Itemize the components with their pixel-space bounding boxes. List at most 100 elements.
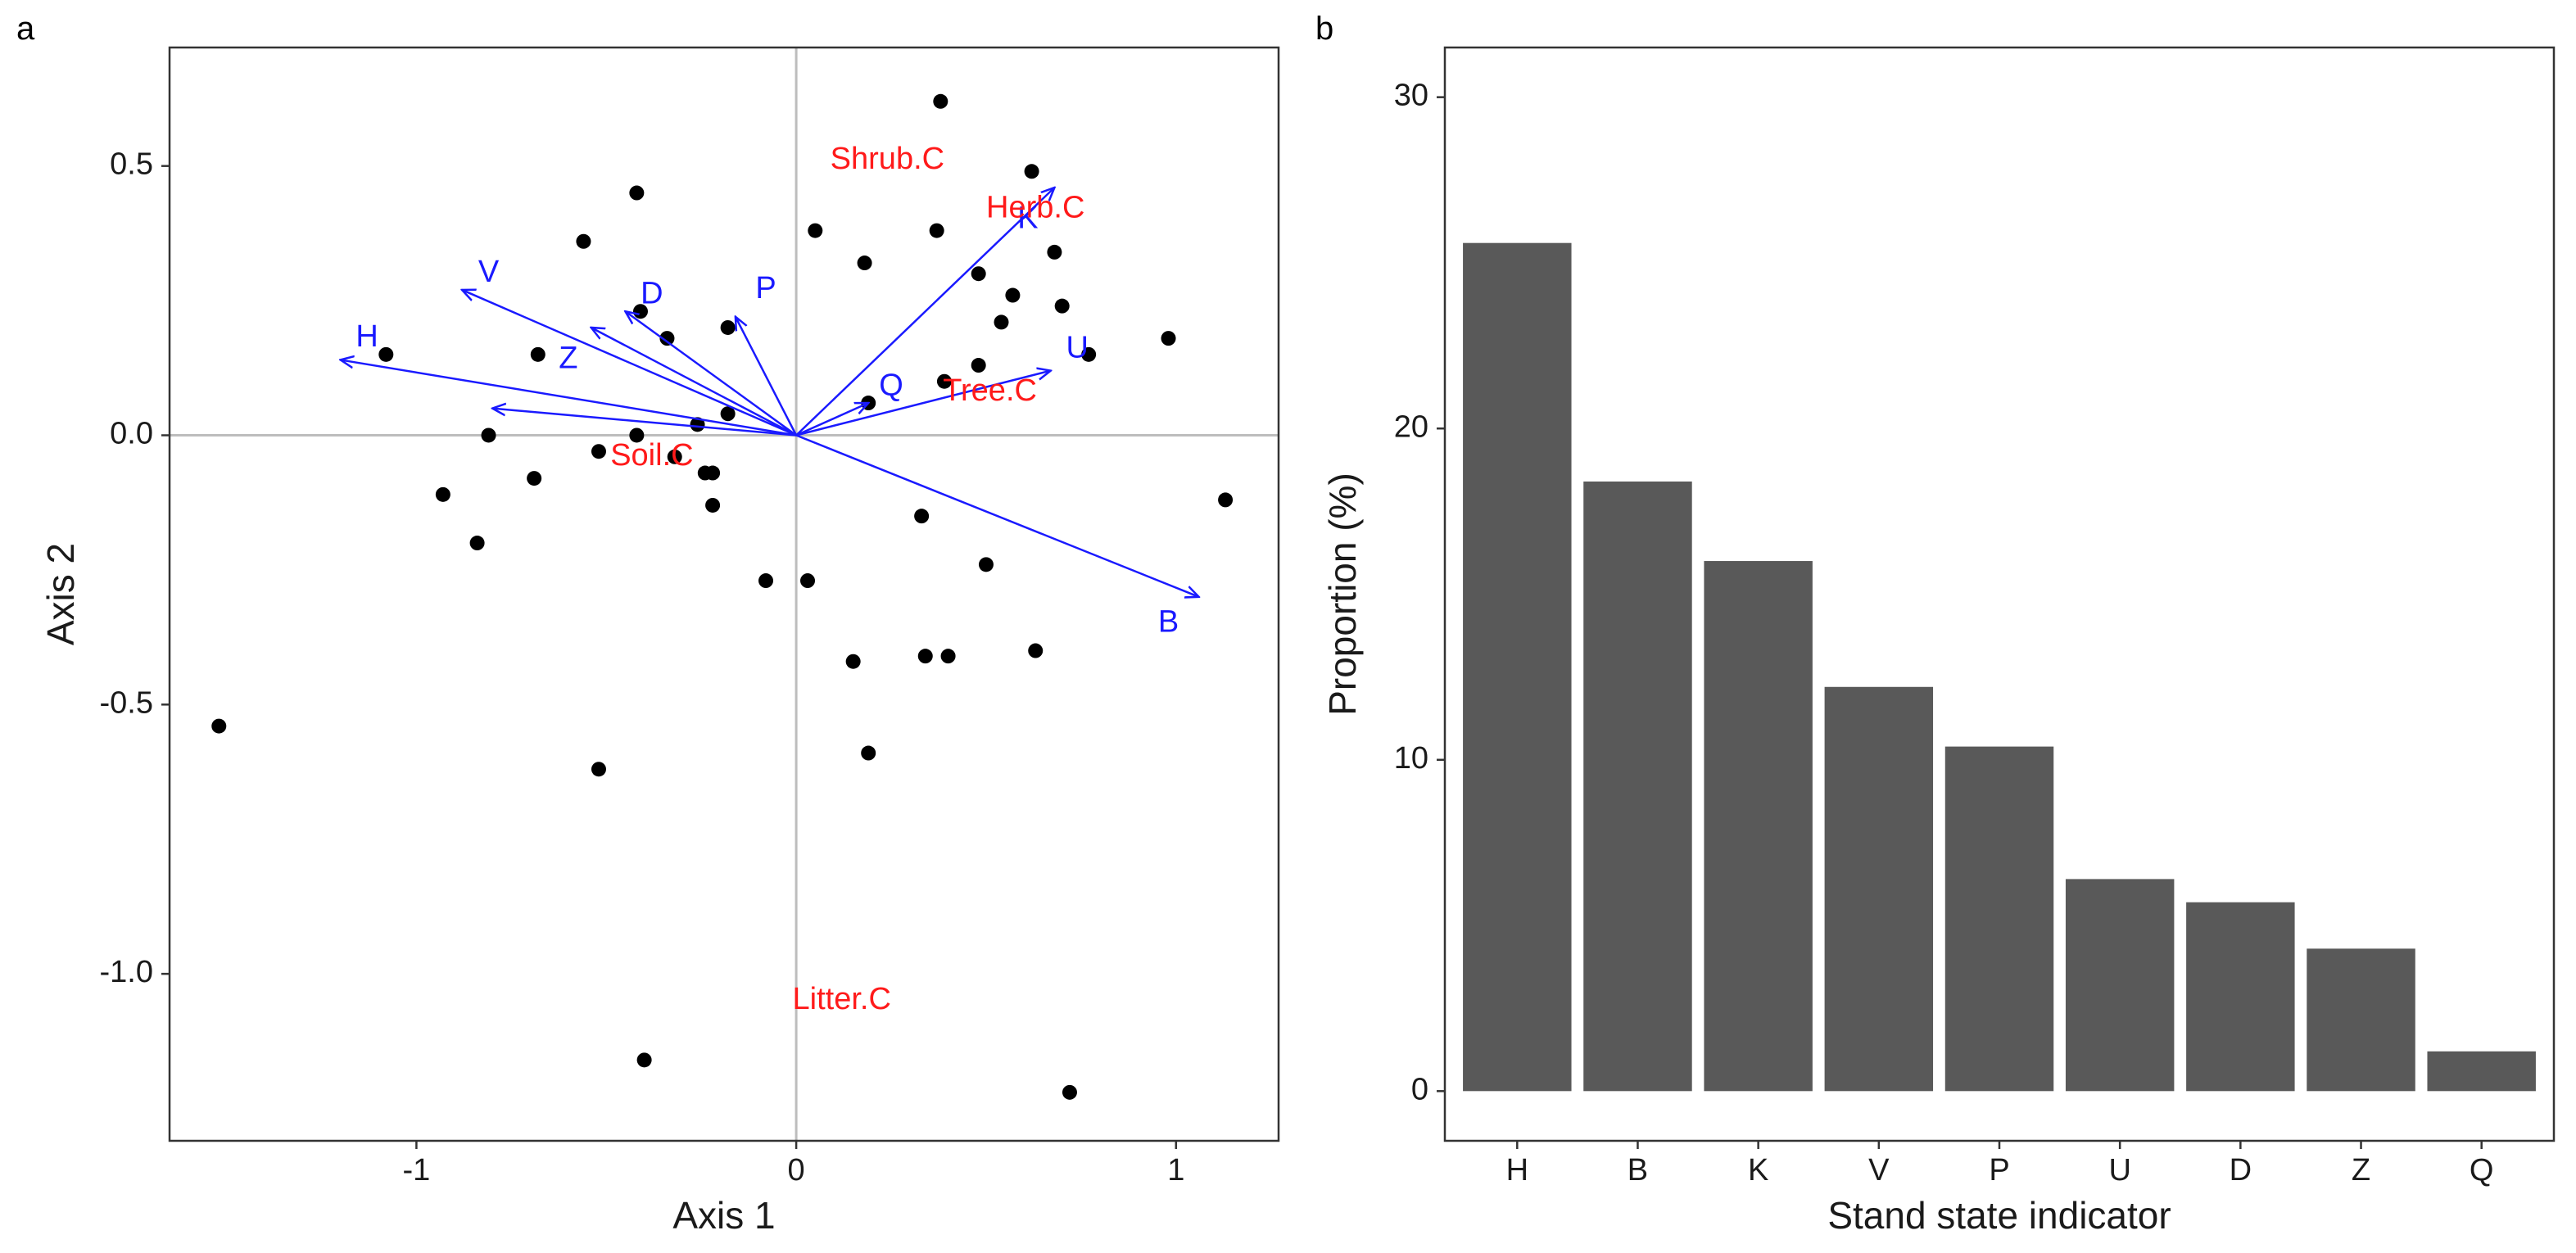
x-tick-label: U [2108,1153,2130,1187]
panel-b-label: b [1315,11,1333,47]
data-point [929,223,944,238]
data-point [808,223,823,238]
x-axis-title: Axis 1 [672,1194,775,1237]
y-tick-label: 0.5 [110,147,153,182]
x-tick-label: H [1506,1153,1528,1187]
x-tick-label: K [1748,1153,1768,1187]
bar-v [1824,686,1934,1092]
vector-label-z: Z [559,341,577,375]
vector-arrow-d [591,328,797,437]
data-point [861,745,876,761]
data-point [1218,492,1234,508]
data-point [933,93,948,109]
data-point [1024,164,1039,179]
bar-b [1583,481,1692,1092]
data-point [940,649,956,664]
x-tick-label: D [2230,1153,2252,1187]
vector-label-u: U [1066,330,1089,364]
bar-d [2186,902,2295,1092]
data-point [591,444,606,459]
data-point [971,358,986,373]
vector-arrow-d2 [625,311,797,437]
bar-panel: H B K V P U D Z Q 0 10 20 30 Stand state indicator Pro… [1321,46,2556,1237]
data-point [720,406,736,422]
vector-label-k: K [1017,201,1038,235]
vector-arrow-u [795,371,1051,437]
data-point [1081,346,1097,362]
data-point [591,762,606,777]
data-point [530,346,546,362]
y-tick-label: 0 [1411,1072,1428,1106]
plot-border [168,46,1280,1142]
env-label-shrub-c: Shrub.C [831,142,944,176]
vector-arrow-k [795,188,1054,437]
y-tick-label: -1.0 [100,955,153,989]
data-point [857,256,872,271]
data-point [1161,331,1176,346]
vector-arrow-h [341,360,797,437]
y-tick-label: 30 [1394,79,1428,113]
vector-label-h: H [355,319,378,354]
data-point [527,471,542,486]
panel-a-label: a [16,11,35,47]
x-tick-label: Z [2352,1153,2370,1187]
data-point [211,718,227,734]
data-point [481,427,496,443]
env-label-herb-c: Herb.C [986,190,1084,224]
vector-arrow-q [795,403,868,437]
y-tick-label: -0.5 [100,685,153,720]
bar-h [1463,242,1572,1092]
data-point [971,266,986,282]
vector-label-b: B [1158,605,1179,640]
env-label-soil-c: Soil.C [610,438,693,473]
data-point [914,509,930,524]
data-point [917,649,933,664]
vector-arrow-b [795,434,1199,596]
x-tick-label: 1 [1167,1153,1184,1187]
x-tick-label: P [1989,1153,2009,1187]
env-label-tree-c: Tree.C [943,373,1037,408]
vector-label-v: V [478,255,500,289]
data-point [435,486,450,502]
x-axis-title: Stand state indicator [1827,1194,2171,1237]
x-tick-label: -1 [403,1153,431,1187]
bar-p [1944,746,2054,1092]
vector-label-q: Q [879,368,903,402]
y-axis-title: Axis 2 [39,543,82,645]
data-point [994,314,1009,330]
x-tick-label: V [1868,1153,1890,1187]
y-axis-title: Proportion (%) [1321,473,1364,716]
data-point [469,536,485,551]
vector-arrow-p [736,317,798,437]
data-point [667,449,682,464]
data-point [576,233,591,249]
data-point [1054,298,1070,314]
data-point [629,427,645,443]
x-tick-label: 0 [788,1153,805,1187]
data-point [705,465,721,481]
data-point [800,573,816,589]
data-point [1028,643,1044,658]
data-point [659,331,675,346]
env-label-litter-c: Litter.C [793,982,891,1016]
y-tick-label: 10 [1394,741,1428,776]
vector-label-d: D [641,277,663,311]
bar-k [1704,561,1813,1092]
ordination-panel: H V Z D P Q K U B Shrub.C Herb.C Tree.C Soil.C Litter… [39,46,1280,1237]
data-point [690,417,705,432]
data-point [1005,287,1021,303]
vector-arrow-v [462,290,797,437]
y-tick-label: 20 [1394,409,1428,444]
data-point [705,497,721,513]
bar-q [2427,1051,2536,1092]
x-tick-label: Q [2470,1153,2494,1187]
data-point [978,557,994,572]
data-point [1047,244,1062,260]
data-point [720,319,736,335]
data-point [629,185,645,201]
data-point [1062,1084,1077,1100]
data-point [758,573,774,589]
bar-u [2065,879,2175,1092]
data-point [378,346,394,362]
